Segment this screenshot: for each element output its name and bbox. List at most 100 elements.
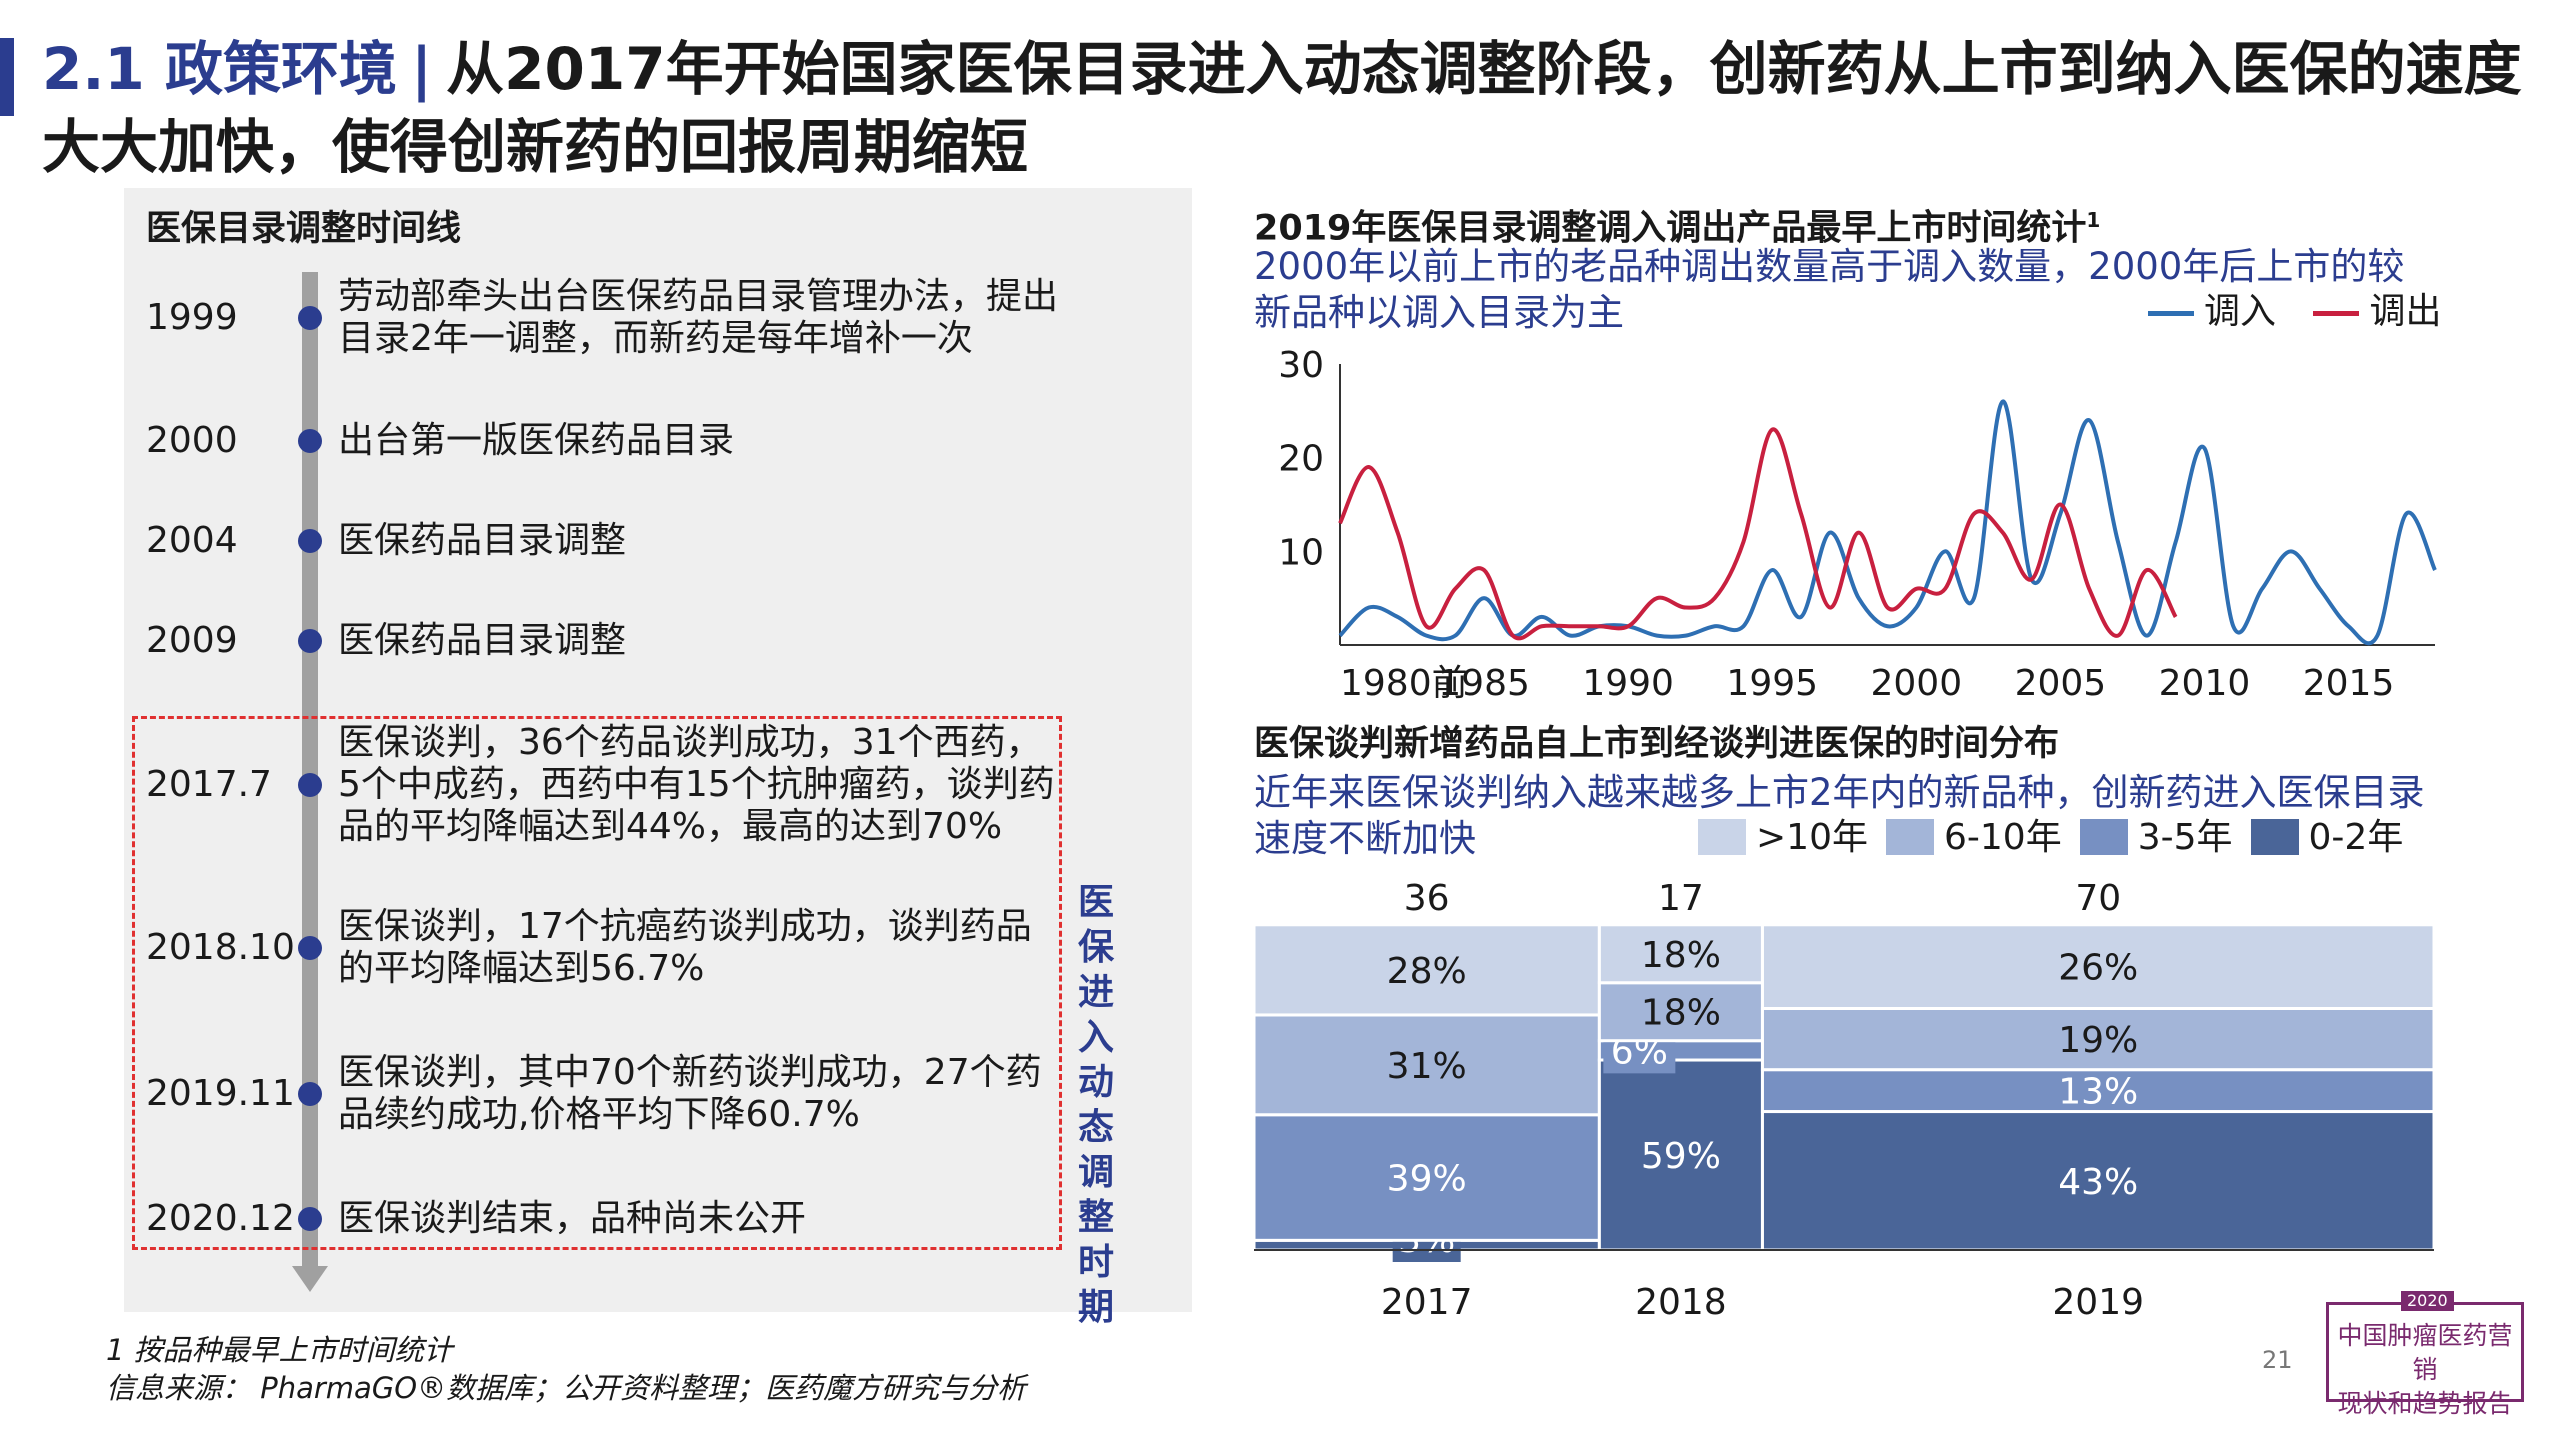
footnote: 1 按品种最早上市时间统计 <box>106 1333 453 1367</box>
y-tick-label: 20 <box>1278 439 1324 480</box>
legend-swatch-out <box>2313 310 2360 316</box>
timeline-arrow-icon <box>292 1266 328 1292</box>
logo-line2: 现状和趋势报告 <box>2337 1389 2513 1418</box>
x-tick-label: 2000 <box>1871 663 1963 704</box>
event-year: 1999 <box>146 297 238 338</box>
legend-label: 6-10年 <box>1943 817 2062 858</box>
timeline-dot-icon <box>298 936 322 960</box>
event-description: 医保药品目录调整 <box>338 620 627 661</box>
chart2-legend: >10年 6-10年 3-5年 0-2年 <box>1680 816 2403 860</box>
legend-item: 0-2年 <box>2250 816 2404 860</box>
segment-label: 39% <box>1387 1159 1467 1200</box>
bar-total-label: 70 <box>2075 878 2121 919</box>
bar-segment <box>1760 1007 2436 1072</box>
x-tick-label: 2015 <box>2303 663 2395 704</box>
legend-item-in: 调入 <box>2148 290 2276 334</box>
bar-segment <box>1252 923 1601 1017</box>
legend-item: 3-5年 <box>2079 816 2233 860</box>
segment-label: 59% <box>1641 1136 1721 1177</box>
section-label: 2.1 政策环境 <box>42 35 397 103</box>
bar-segment <box>1760 923 2436 1010</box>
event-description: 医保谈判，其中70个新药谈判成功，27个药品续约成功,价格平均下降60.7% <box>338 1052 1042 1135</box>
event-description: 医保谈判结束，品种尚未公开 <box>338 1198 807 1239</box>
chart1-subtitle: 2000年以前上市的老品种调出数量高于调入数量，2000年后上市的较新品种以调入… <box>1254 245 2405 334</box>
legend-swatch <box>1698 819 1746 855</box>
bar-total-label: 17 <box>1658 878 1704 919</box>
legend-item: 6-10年 <box>1885 816 2062 860</box>
event-description: 医保药品目录调整 <box>338 520 627 561</box>
x-tick-label: 2010 <box>2159 663 2251 704</box>
title-separator: | <box>410 35 433 103</box>
event-year: 2020.12 <box>146 1198 295 1239</box>
category-label: 2017 <box>1381 1282 1473 1320</box>
timeline-dot-icon <box>298 629 322 653</box>
bar-segment <box>1597 923 1764 985</box>
legend-label: >10年 <box>1756 817 1868 858</box>
x-tick-label: 1985 <box>1438 663 1530 704</box>
chart1-legend: 调入 调出 <box>2122 290 2441 334</box>
event-year: 2009 <box>146 620 238 661</box>
page-title: 2.1 政策环境 | 从2017年开始国家医保目录进入动态调整阶段，创新药从上市到纳… <box>42 30 2522 186</box>
segment-label: 28% <box>1387 951 1467 992</box>
bar-segment <box>1252 1113 1601 1242</box>
x-tick-label: 1995 <box>1726 663 1818 704</box>
event-year: 2004 <box>146 520 238 561</box>
dynamic-period-box <box>132 716 1062 1250</box>
timeline-dot-icon <box>298 529 322 553</box>
legend-swatch <box>1885 819 1934 855</box>
chart2-title: 医保谈判新增药品自上市到经谈判进医保的时间分布 <box>1254 724 2060 764</box>
timeline-dot-icon <box>298 1207 322 1231</box>
report-logo: 2020 中国肿瘤医药营销 现状和趋势报告 <box>2326 1291 2524 1418</box>
legend-item: >10年 <box>1698 816 1868 860</box>
segment-label: 18% <box>1641 935 1721 976</box>
legend-label: 3-5年 <box>2137 817 2233 858</box>
period-label: 医保进入动态调整时期 <box>1078 882 1115 1328</box>
event-year: 2018.10 <box>146 927 295 968</box>
segment-label: 19% <box>2058 1020 2138 1061</box>
logo-year: 2020 <box>2401 1291 2454 1311</box>
title-accent-bar <box>0 38 14 116</box>
page-number: 21 <box>2262 1346 2293 1374</box>
segment-label: 43% <box>2058 1162 2138 1203</box>
event-year: 2019.11 <box>146 1073 295 1114</box>
timeline-dot-icon <box>298 773 322 797</box>
timeline-dot-icon <box>298 306 322 330</box>
legend-label-in: 调入 <box>2204 291 2277 332</box>
legend-swatch <box>2079 819 2128 855</box>
category-label: 2018 <box>1635 1282 1727 1320</box>
y-tick-label: 30 <box>1278 350 1324 386</box>
category-label: 2019 <box>2052 1282 2144 1320</box>
source-note: 信息来源： PharmaGO®数据库；公开资料整理；医药魔方研究与分析 <box>106 1371 1027 1405</box>
x-tick-label: 1990 <box>1582 663 1674 704</box>
legend-swatch <box>2250 819 2299 855</box>
timeline-title: 医保目录调整时间线 <box>146 209 462 249</box>
x-tick-label: 1980前 <box>1340 663 1468 704</box>
event-year: 2000 <box>146 420 238 461</box>
y-tick-label: 10 <box>1278 532 1324 573</box>
segment-label: 13% <box>2058 1072 2138 1113</box>
headline: 从2017年开始国家医保目录进入动态调整阶段，创新药从上市到纳入医保的速度大大加… <box>42 35 2522 181</box>
timeline-dot-icon <box>298 429 322 453</box>
stacked-bar-chart: 3620173%39%31%28%17201859%6%18%18%702019… <box>1252 878 2436 1320</box>
series-line-in <box>1338 399 2437 646</box>
bar-segment <box>1760 1110 2436 1252</box>
legend-item-out: 调出 <box>2313 290 2441 334</box>
legend-label: 0-2年 <box>2308 817 2404 858</box>
series-line-out <box>1338 427 2178 641</box>
segment-label: 18% <box>1641 993 1721 1034</box>
chart1-title: 2019年医保目录调整调入调出产品最早上市时间统计1 <box>1254 198 2100 251</box>
segment-label: 31% <box>1387 1046 1467 1087</box>
event-description: 劳动部牵头出台医保药品目录管理办法，提出目录2年一调整，而新药是每年增补一次 <box>338 276 1059 359</box>
chart1-title-text: 2019年医保目录调整调入调出产品最早上市时间统计 <box>1254 208 2087 249</box>
chart1-title-sup: 1 <box>2086 208 2101 232</box>
legend-label-out: 调出 <box>2369 291 2442 332</box>
legend-swatch-in <box>2148 310 2194 316</box>
event-year: 2017.7 <box>146 764 272 805</box>
event-description: 出台第一版医保药品目录 <box>338 420 735 461</box>
timeline-axis <box>302 272 318 1272</box>
x-tick-label: 2005 <box>2015 663 2107 704</box>
logo-line1: 中国肿瘤医药营销 <box>2337 1321 2513 1384</box>
bar-segment <box>1760 1068 2436 1114</box>
event-description: 医保谈判，36个药品谈判成功，31个西药，5个中成药，西药中有15个抗肿瘤药，谈… <box>338 722 1055 847</box>
